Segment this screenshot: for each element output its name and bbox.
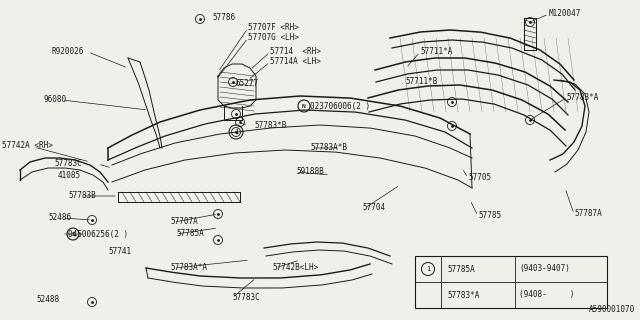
Text: 57741: 57741 (108, 247, 131, 257)
Text: S: S (71, 231, 75, 236)
Text: 57785A: 57785A (176, 229, 204, 238)
Text: 65277: 65277 (236, 79, 259, 89)
Text: 57711*B: 57711*B (405, 77, 437, 86)
Text: 57783C: 57783C (54, 159, 82, 169)
Text: 57783*A: 57783*A (566, 93, 598, 102)
Text: 96080: 96080 (44, 95, 67, 105)
Text: (9408-     ): (9408- ) (519, 291, 575, 300)
Text: 023706006(2 ): 023706006(2 ) (310, 101, 370, 110)
Text: 57707G <LH>: 57707G <LH> (248, 34, 299, 43)
Text: M120047: M120047 (549, 10, 581, 19)
Text: 52488: 52488 (36, 295, 59, 305)
Text: 045006256(2 ): 045006256(2 ) (68, 229, 128, 238)
Text: 57783*A: 57783*A (447, 291, 479, 300)
Text: 57711*A: 57711*A (420, 47, 452, 57)
Text: 57707F <RH>: 57707F <RH> (248, 23, 299, 33)
Text: 57742A <RH>: 57742A <RH> (2, 141, 53, 150)
Text: 41085: 41085 (58, 172, 81, 180)
Text: N: N (302, 103, 306, 108)
Text: 57783A*A: 57783A*A (170, 263, 207, 273)
Text: 57787A: 57787A (574, 210, 602, 219)
Text: 1: 1 (234, 129, 238, 135)
Text: R920026: R920026 (52, 47, 84, 57)
Text: 57707A: 57707A (170, 218, 198, 227)
Text: 57783*B: 57783*B (254, 122, 286, 131)
Text: 57705: 57705 (468, 173, 491, 182)
Text: 57714  <RH>: 57714 <RH> (270, 47, 321, 57)
Text: 57785A: 57785A (447, 265, 475, 274)
Bar (415, 256, 607, 308)
Text: 57704: 57704 (362, 204, 385, 212)
Text: 57783A*B: 57783A*B (310, 143, 347, 153)
Text: (9403-9407): (9403-9407) (519, 265, 570, 274)
Text: 1: 1 (426, 266, 430, 272)
Text: 52486: 52486 (48, 213, 71, 222)
Text: A590001070: A590001070 (589, 305, 635, 314)
Text: 57786: 57786 (212, 13, 235, 22)
Text: 57785: 57785 (478, 212, 501, 220)
Text: 57783B: 57783B (68, 191, 96, 201)
Text: 57783C: 57783C (232, 293, 260, 302)
Text: 57742B<LH>: 57742B<LH> (272, 263, 318, 273)
Text: 57714A <LH>: 57714A <LH> (270, 58, 321, 67)
Text: 59188B: 59188B (296, 167, 324, 177)
